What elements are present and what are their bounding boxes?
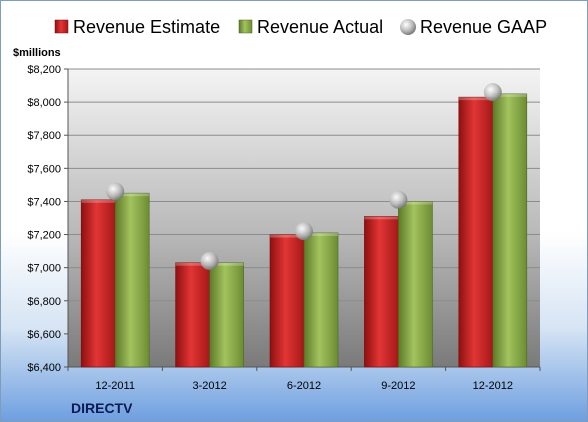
x-tick-label: 3-2012 [192, 380, 226, 392]
actual-bar [114, 192, 150, 368]
legend-estimate-label: Revenue Estimate [73, 17, 220, 37]
gaap-marker [483, 83, 502, 102]
estimate-bar [175, 262, 210, 368]
estimate-bar-cap [270, 234, 304, 238]
x-tick-label: 12-2011 [95, 380, 135, 392]
estimate-bar [269, 234, 305, 368]
x-tick-label: 12-2012 [473, 380, 513, 392]
estimate-bar-cap [458, 97, 493, 101]
y-tick-label: $6,800 [27, 296, 61, 308]
company-name: DIRECTV [71, 400, 133, 416]
legend-gaap-swatch [400, 19, 416, 35]
legend-actual-swatch [238, 19, 253, 34]
gaap-marker [106, 182, 125, 201]
actual-bar-cap [115, 193, 150, 197]
y-axis-unit-label: $millions [13, 47, 61, 59]
legend-gaap-label: Revenue GAAP [420, 17, 547, 37]
y-tick-label: $8,000 [27, 97, 61, 109]
estimate-bar-cap [175, 262, 210, 266]
y-tick-label: $8,200 [27, 64, 61, 76]
actual-bar-cap [209, 262, 244, 266]
legend: Revenue Estimate Revenue Actual Revenue … [54, 17, 547, 37]
estimate-bar-cap [364, 216, 399, 220]
estimate-bar [364, 216, 399, 368]
gaap-marker [200, 252, 219, 271]
bars [80, 93, 528, 368]
estimate-bar-cap [81, 199, 116, 203]
actual-bar [398, 201, 433, 368]
gaap-marker [295, 222, 313, 241]
actual-bar [303, 232, 339, 368]
y-tick-label: $7,400 [27, 196, 61, 208]
y-tick-label: $7,600 [27, 163, 61, 175]
y-tick-label: $7,000 [27, 263, 61, 275]
y-tick-label: $6,600 [27, 329, 61, 341]
actual-bar [209, 262, 244, 368]
estimate-bar [80, 199, 116, 368]
legend-actual-label: Revenue Actual [257, 17, 383, 37]
y-tick-label: $6,400 [27, 362, 61, 374]
x-tick-label: 6-2012 [287, 380, 321, 392]
actual-bar-cap [492, 93, 527, 97]
y-tick-label: $7,800 [27, 130, 61, 142]
actual-bar [492, 93, 528, 368]
x-tick-label: 9-2012 [381, 380, 415, 392]
actual-bar-cap [398, 201, 433, 205]
y-tick-label: $7,200 [27, 230, 61, 242]
legend-estimate-swatch [54, 19, 69, 34]
x-axis-ticks: 12-2011 3-2012 6-2012 9-2012 12-2012 [67, 367, 541, 392]
estimate-bar [458, 96, 494, 368]
actual-bar-cap [304, 232, 338, 236]
gaap-markers [106, 83, 502, 271]
gaap-marker [389, 190, 408, 209]
